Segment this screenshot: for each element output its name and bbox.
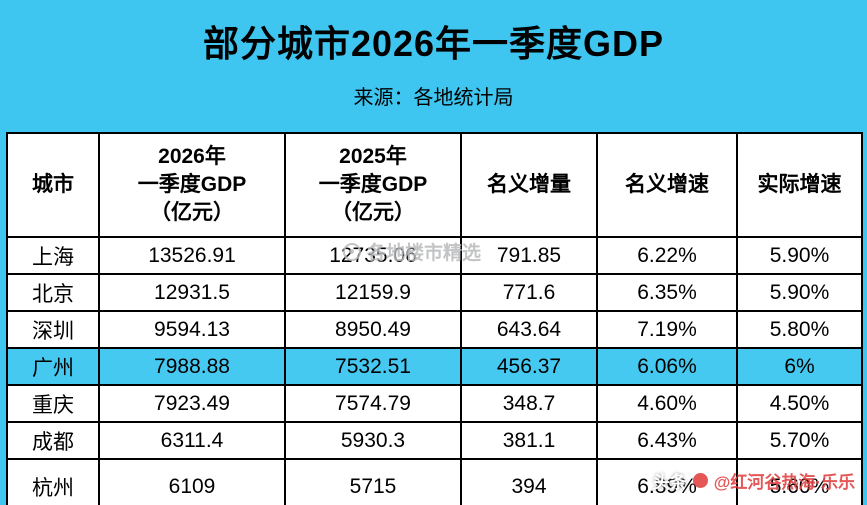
cell-real-growth: 5.90% — [736, 273, 863, 313]
cell-nominal-growth: 6.22% — [596, 236, 738, 276]
cell-nominal-increment: 456.37 — [460, 347, 598, 387]
cell-nominal-increment: 381.1 — [460, 421, 598, 461]
page-title: 部分城市2026年一季度GDP — [202, 23, 665, 64]
col-header-gdp-2025: 2025年 一季度GDP （亿元） — [284, 132, 462, 239]
cell-gdp-2026: 6109 — [98, 458, 286, 505]
cell-real-growth: 5.70% — [736, 421, 863, 461]
cell-gdp-2026: 13526.91 — [98, 236, 286, 276]
cell-city: 杭州 — [6, 458, 100, 505]
cell-gdp-2025: 7574.79 — [284, 384, 462, 424]
cell-gdp-2025: 5715 — [284, 458, 462, 505]
source-line: 来源：各地统计局 — [353, 87, 514, 110]
cell-gdp-2026: 6311.4 — [98, 421, 286, 461]
cell-gdp-2026: 7988.88 — [98, 347, 286, 387]
cell-nominal-growth: 7.19% — [596, 310, 738, 350]
cell-gdp-2025: 8950.49 — [284, 310, 462, 350]
cell-real-growth: 6% — [736, 347, 863, 387]
cell-nominal-growth: 4.60% — [596, 384, 738, 424]
cell-gdp-2025: 12159.9 — [284, 273, 462, 313]
table-row-chengdu: 成都 6311.4 5930.3 381.1 6.43% 5.70% — [6, 421, 863, 461]
gdp-table: 城市 2026年 一季度GDP （亿元） 2025年 一季度GDP （亿元） 名… — [6, 132, 863, 505]
cell-city: 上海 — [6, 236, 100, 276]
cell-nominal-growth: 6.06% — [596, 347, 738, 387]
cell-gdp-2025: 5930.3 — [284, 421, 462, 461]
table-row-chongqing: 重庆 7923.49 7574.79 348.7 4.60% 4.50% — [6, 384, 863, 424]
cell-nominal-increment: 771.6 — [460, 273, 598, 313]
table-row-shenzhen: 深圳 9594.13 8950.49 643.64 7.19% 5.80% — [6, 310, 863, 350]
cell-city: 成都 — [6, 421, 100, 461]
cell-nominal-growth: 6.35% — [596, 273, 738, 313]
col-header-nominal-growth: 名义增速 — [596, 132, 738, 239]
cell-real-growth: 5.90% — [736, 236, 863, 276]
table-row-guangzhou: 广州 7988.88 7532.51 456.37 6.06% 6% — [6, 347, 863, 387]
cell-nominal-growth: 6.89% — [596, 458, 738, 505]
cell-nominal-increment: 643.64 — [460, 310, 598, 350]
table-row-shanghai: 上海 13526.91 12735.06 791.85 6.22% 5.90% — [6, 236, 863, 276]
cell-nominal-increment: 394 — [460, 458, 598, 505]
cell-city: 重庆 — [6, 384, 100, 424]
cell-gdp-2026: 9594.13 — [98, 310, 286, 350]
cell-real-growth: 5.60% — [736, 458, 863, 505]
cell-nominal-growth: 6.43% — [596, 421, 738, 461]
cell-nominal-increment: 348.7 — [460, 384, 598, 424]
cell-gdp-2025: 12735.06 — [284, 236, 462, 276]
cell-gdp-2026: 7923.49 — [98, 384, 286, 424]
cell-real-growth: 4.50% — [736, 384, 863, 424]
col-header-nominal-increment: 名义增量 — [460, 132, 598, 239]
cell-gdp-2025: 7532.51 — [284, 347, 462, 387]
col-header-gdp-2026: 2026年 一季度GDP （亿元） — [98, 132, 286, 239]
table-row-beijing: 北京 12931.5 12159.9 771.6 6.35% 5.90% — [6, 273, 863, 313]
table-header-row: 城市 2026年 一季度GDP （亿元） 2025年 一季度GDP （亿元） 名… — [6, 132, 863, 239]
cell-city: 深圳 — [6, 310, 100, 350]
col-header-city: 城市 — [6, 132, 100, 239]
cell-city: 北京 — [6, 273, 100, 313]
cell-nominal-increment: 791.85 — [460, 236, 598, 276]
cell-real-growth: 5.80% — [736, 310, 863, 350]
cell-city: 广州 — [6, 347, 100, 387]
col-header-real-growth: 实际增速 — [736, 132, 863, 239]
table-row-hangzhou: 杭州 6109 5715 394 6.89% 5.60% — [6, 458, 863, 505]
cell-gdp-2026: 12931.5 — [98, 273, 286, 313]
header: 部分城市2026年一季度GDP 来源：各地统计局 — [0, 0, 867, 110]
